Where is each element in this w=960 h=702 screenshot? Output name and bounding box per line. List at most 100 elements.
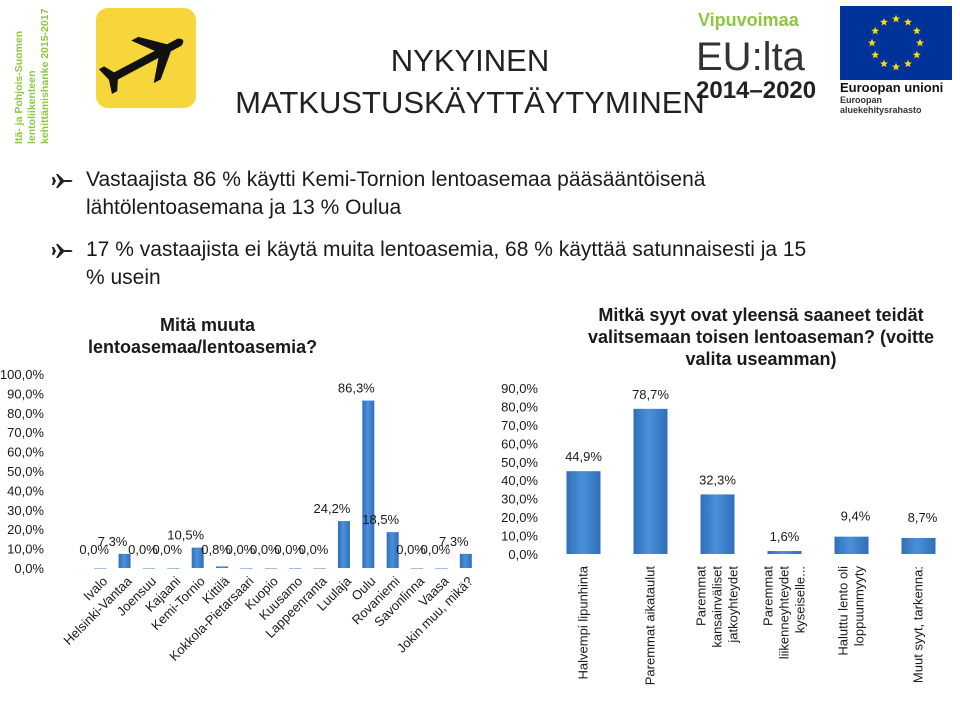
data-label: 0,0% [152,542,182,557]
x-tick-label: kansainväliset [710,566,725,648]
bar [700,494,735,554]
x-tick-label: Paremmat aikataulut [643,566,658,686]
sidebar-line-3: kehittämishanke 2015-2017 [39,8,51,144]
bar [264,568,277,569]
y-tick-label: 40,0% [7,483,44,498]
eu-star-icon [912,50,921,59]
chart-1-title-line-2: lentoasemaa/lentoasemia? [88,337,318,357]
bar [142,568,155,569]
data-label: 0,0% [226,542,256,557]
airplane-icon [52,174,73,188]
y-tick-label: 50,0% [7,464,44,479]
chart-2-title-line-2: valitsemaan toisen lentoaseman? (voitte [587,327,935,347]
bar [386,532,399,568]
chart-reasons: 0,0% 10,0% 20,0% 30,0% 40,0% 50,0% 60,0% 70,0% 8… [501,381,938,686]
chart-2-title: Mitkä syyt ovat yleensä saaneet teidät v… [566,304,956,370]
bar [362,400,375,568]
data-label: 7,3% [98,534,128,549]
eu-star-icon [916,38,924,47]
y-tick-label: 10,0% [7,542,44,557]
eu-flag-subtitle: Euroopan aluekehitysrahasto [840,95,922,115]
y-tick-label: 10,0% [501,529,538,544]
data-label: 0,0% [274,542,304,557]
title-line-1: NYKYINEN [390,43,550,78]
title-line-2: MATKUSTUSKÄYTTÄYTYMINEN [235,85,705,120]
y-tick-label: 90,0% [7,386,44,401]
x-tick-label: Halvempi lipunhinta [576,565,591,679]
x-tick-label: Haluttu lento oli [836,566,851,656]
chart-2-title-line-1: Mitkä syyt ovat yleensä saaneet teidät [598,305,924,325]
data-label: 1,6% [770,529,800,544]
y-tick-label: 90,0% [501,381,538,396]
eu-star-icon [892,62,900,71]
data-label: 0,0% [299,542,329,557]
chart-1-title: Mitä muuta lentoasemaa/lentoasemia? [88,314,388,358]
data-label: 8,7% [908,510,938,525]
bar [435,568,448,569]
bar [633,408,668,554]
data-label: 44,9% [565,449,602,464]
bar [313,568,326,569]
x-tick-label: loppuunmyyty [852,566,867,647]
bar [411,568,424,569]
data-label: 24,2% [314,501,351,516]
airplane-icon [52,244,73,258]
y-tick-label: 0,0% [508,547,538,562]
data-label: 18,5% [362,512,399,527]
x-tick-label: Muut syyt, tarkenna: [911,566,926,683]
y-tick-label: 50,0% [501,455,538,470]
y-tick-label: 20,0% [501,510,538,525]
y-tick-label: 40,0% [501,473,538,488]
eu-star-icon [912,26,921,35]
y-tick-label: 70,0% [501,418,538,433]
chart-other-airports: 0,0% 10,0% 20,0% 30,0% 40,0% 50,0% 60,0% 70,0% 8… [0,367,476,664]
data-label: 0,8% [201,542,231,557]
y-tick-label: 30,0% [7,503,44,518]
bullet-2-line-1: 17 % vastaajista ei käytä muita lentoase… [86,238,807,261]
eu-flag-title: Euroopan unioni [840,80,944,95]
eu-star-icon [880,18,888,26]
data-label: 7,3% [439,534,469,549]
y-tick-label: 80,0% [501,399,538,414]
y-tick-label: 60,0% [501,436,538,451]
y-tick-label: 70,0% [7,425,44,440]
chart-1-title-line-1: Mitä muuta [160,315,256,335]
bar [94,568,107,569]
data-label: 0,0% [128,542,158,557]
x-tick-label: Paremmat [694,566,709,626]
x-tick-label: Paremmat [761,566,776,626]
data-label: 0,0% [396,542,426,557]
sidebar-line-2: lentoliikenteen [26,70,38,144]
bar [459,553,472,568]
eu-funding-logo: Vipuvoimaa EU:lta 2014–2020 [696,10,816,104]
data-label: 0,0% [79,542,109,557]
data-label: 0,0% [421,542,451,557]
eu-star-icon [871,26,880,35]
bar [289,568,302,569]
bullet-1-line-2: lähtölentoasemana ja 13 % Oulua [86,196,402,219]
bar [337,521,350,568]
airplane-sign-icon [98,36,184,94]
y-tick-label: 80,0% [7,406,44,421]
data-label: 78,7% [632,387,669,402]
bar [216,566,229,568]
bullet-2-line-2: % usein [86,266,161,289]
y-tick-label: 100,0% [0,367,44,382]
x-tick-label: liikenneyhteydet [777,566,792,660]
eu-flag-icon [840,6,952,80]
bar [167,568,180,569]
bar [191,547,204,568]
data-label: 86,3% [338,381,375,396]
y-tick-label: 0,0% [14,561,44,576]
y-tick-label: 20,0% [7,522,44,537]
x-tick-label: jatkoyhteydet [726,566,741,644]
x-tick-label: kyseiselle... [793,566,808,633]
eu-star-icon [892,14,900,23]
bar [767,551,802,554]
data-label: 9,4% [841,509,871,524]
airport-logo [96,8,196,108]
bar [118,553,131,568]
page-title: NYKYINEN MATKUSTUSKÄYTTÄYTYMINEN [230,40,710,124]
bar [901,537,936,554]
eu-star-icon [880,59,888,68]
